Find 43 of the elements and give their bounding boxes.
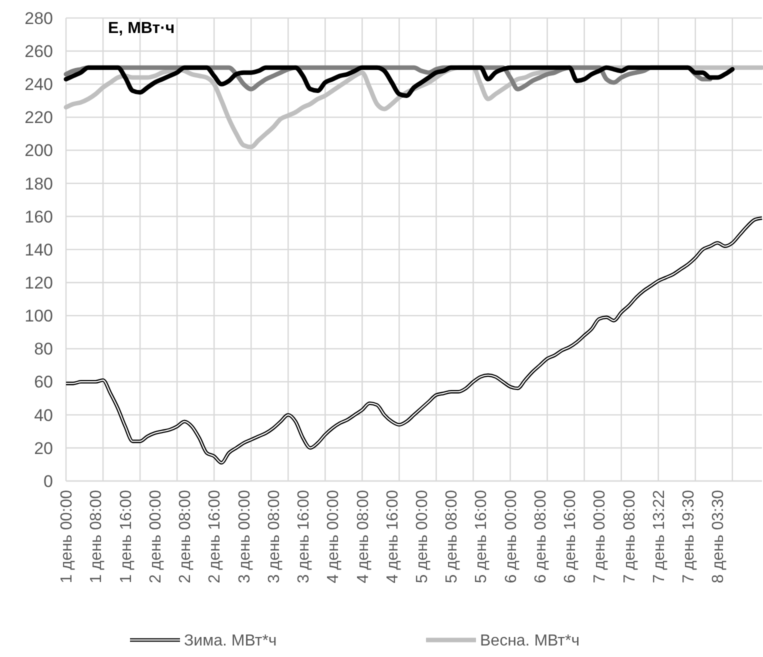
y-tick-label: 60 [34,372,53,392]
x-tick-label: 1 день 16:00 [118,490,135,584]
y-tick-label: 180 [24,174,53,194]
x-tick-label: 2 день 00:00 [147,490,164,584]
x-tick-label: 6 день 08:00 [532,490,550,584]
x-tick-label: 5 день 16:00 [473,490,490,584]
y-tick-label: 200 [24,141,53,160]
x-tick-label: 3 день 16:00 [296,490,313,584]
x-tick-label: 1 день 08:00 [88,490,106,584]
y-tick-label: 280 [24,8,53,28]
y-tick-label: 120 [24,274,53,293]
y-tick-label: 260 [24,42,53,62]
x-tick-label: 4 день 00:00 [325,490,342,584]
x-tick-label: 6 день 00:00 [502,490,520,584]
y-tick-label: 220 [24,108,53,128]
y-tick-label: 160 [24,207,53,226]
legend-label: Весна. МВт*ч [480,632,580,650]
x-tick-label: 7 день 13:22 [650,490,668,584]
x-tick-label: 7 день 08:00 [621,490,638,584]
line-series [64,216,763,465]
y-tick-label: 240 [24,75,53,94]
y-tick-label: 20 [34,438,53,458]
y-tick-label: 40 [34,406,53,425]
x-tick-label: 5 день 08:00 [444,490,461,584]
x-tick-label: 8 день 03:30 [710,490,728,584]
x-tick-label: 5 день 00:00 [414,490,432,584]
x-tick-label: 2 день 16:00 [206,490,224,584]
y-tick-label: 80 [34,340,53,359]
x-tick-label: 4 день 08:00 [354,490,372,584]
chart-title: E, МВт·ч [108,20,175,37]
x-tick-label: 1 день 00:00 [58,490,76,584]
x-tick-label: 6 день 16:00 [562,490,580,584]
legend-label: Зима. МВт*ч [184,632,277,650]
y-tick-label: 100 [24,306,53,326]
x-tick-label: 7 день 19:30 [680,490,698,584]
x-tick-label: 2 день 08:00 [177,490,194,584]
line-series [64,65,735,98]
y-tick-label: 140 [24,240,53,260]
y-tick-label: 0 [44,472,53,491]
x-tick-label: 3 день 00:00 [236,490,254,584]
x-tick-label: 3 день 08:00 [266,490,283,584]
x-tick-label: 7 день 00:00 [592,490,609,584]
x-tick-label: 4 день 16:00 [384,490,402,584]
